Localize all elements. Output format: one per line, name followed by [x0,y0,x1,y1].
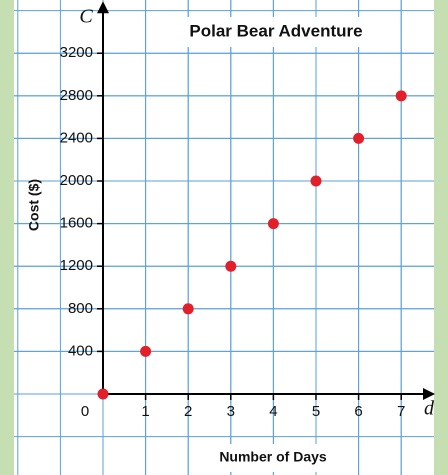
x-tick-label: 5 [312,403,320,420]
data-point [353,132,365,144]
plot-panel [14,0,434,475]
data-point [140,345,152,357]
x-axis-label: Number of Days [219,449,327,465]
y-variable: C [79,6,93,28]
chart-title: Polar Bear Adventure [189,21,362,40]
y-tick-label: 1200 [60,257,93,274]
y-tick-label: 2000 [60,172,93,189]
x-axis-arrow [423,388,435,400]
data-point [267,218,279,230]
y-tick-label: 800 [68,300,93,317]
x-tick-label: 4 [269,403,277,420]
x-label-background [200,444,346,472]
data-point [310,175,322,187]
x-tick-label: 6 [354,403,362,420]
x-variable: d [424,398,435,420]
y-axis-arrow [97,1,109,14]
data-point [97,388,109,400]
y-tick-label: 2800 [60,87,93,104]
x-tick-label: 1 [141,403,149,420]
x-tick-label: 2 [184,403,192,420]
title-background [160,17,392,47]
x-tick-label: 7 [397,403,405,420]
data-point [395,90,407,102]
y-tick-label: 2400 [60,129,93,146]
data-point [225,260,237,272]
y-tick-label: 1600 [60,215,93,232]
x-tick-label: 0 [81,403,89,420]
data-point [182,303,194,315]
y-axis-label: Cost ($) [26,179,42,231]
x-tick-label: 3 [227,403,235,420]
y-tick-label: 400 [68,342,93,359]
y-tick-label: 3200 [60,44,93,61]
